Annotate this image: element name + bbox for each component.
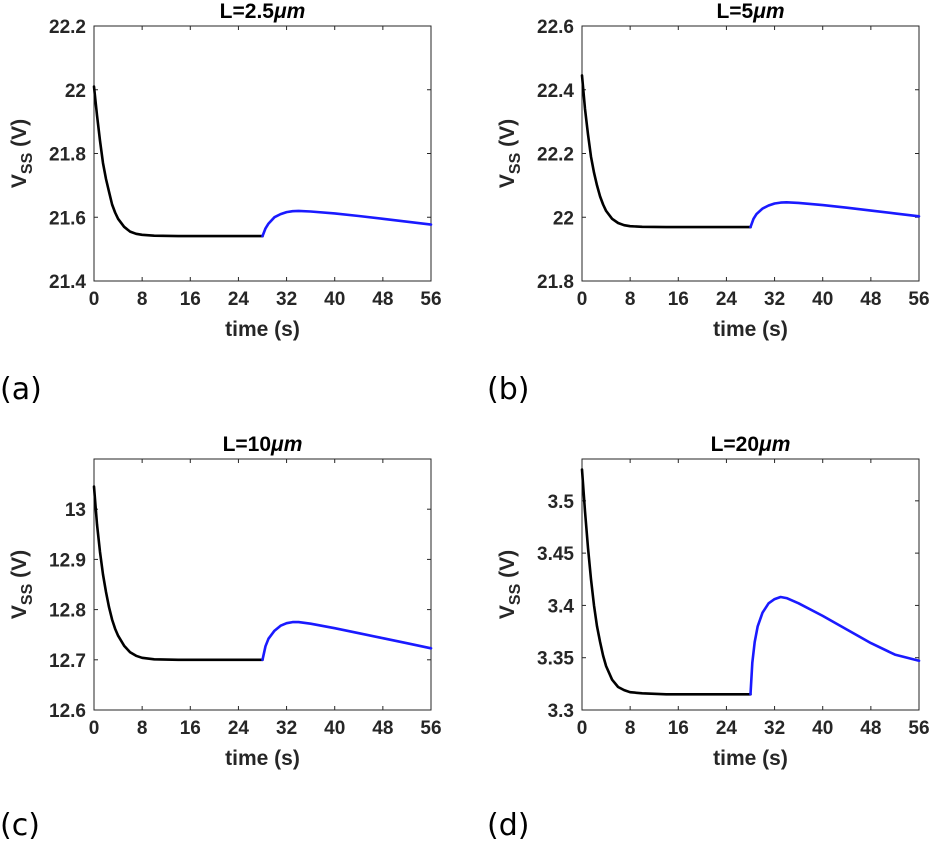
x-tick-label: 32 (764, 718, 785, 739)
y-axis-label: VSS (V) (8, 119, 36, 188)
y-tick-label: 12.7 (49, 651, 86, 672)
x-tick-label: 56 (420, 718, 441, 739)
x-tick-label: 56 (908, 289, 929, 310)
x-tick-label: 48 (372, 289, 393, 310)
chart-panel-3: 0 8 16 24 32 40 48 56 3.3 3.35 3.4 3.45 3.5 L=20μm tim… (496, 433, 930, 770)
y-tick-label: 22 (553, 208, 574, 229)
series-line-0 (92, 485, 264, 662)
y-axis-label: VSS (V) (8, 550, 36, 619)
y-tick-label: 3.35 (537, 649, 574, 670)
y-tick-label: 22.6 (537, 17, 574, 38)
axes-frame (93, 458, 432, 711)
axes-frame (93, 25, 432, 282)
x-axis-label: time (s) (225, 747, 300, 770)
series-line-0 (92, 85, 264, 238)
x-tick-label: 16 (180, 718, 201, 739)
x-tick-label: 32 (276, 289, 297, 310)
series-line-1 (749, 201, 921, 229)
y-tick-label: 12.6 (49, 701, 86, 722)
series-line-1 (261, 209, 433, 238)
x-tick-label: 24 (228, 718, 250, 739)
x-axis-label: time (s) (225, 318, 300, 341)
series-line-1 (261, 620, 433, 662)
series-line-1 (749, 595, 921, 696)
y-tick-label: 13 (65, 500, 86, 521)
x-tick-label: 0 (89, 718, 100, 739)
panel-label-c: (c) (0, 808, 40, 843)
panel-label-a: (a) (0, 372, 42, 407)
chart-title: L=10μm (223, 433, 303, 456)
chart-title: L=2.5μm (220, 0, 306, 23)
y-tick-label: 3.5 (548, 492, 575, 513)
x-tick-label: 56 (420, 289, 441, 310)
series-line-0 (580, 74, 752, 229)
y-tick-label: 21.4 (49, 272, 86, 293)
y-tick-label: 22.4 (537, 81, 574, 102)
y-tick-label: 21.6 (49, 208, 86, 229)
x-tick-label: 0 (89, 289, 100, 310)
x-tick-label: 24 (716, 718, 738, 739)
x-tick-label: 0 (577, 718, 588, 739)
x-tick-label: 8 (137, 289, 148, 310)
y-tick-label: 12.8 (49, 601, 86, 622)
x-tick-label: 40 (324, 718, 345, 739)
x-tick-label: 48 (372, 718, 393, 739)
axes-frame (581, 458, 920, 711)
y-tick-label: 3.4 (548, 596, 575, 617)
x-tick-label: 16 (668, 718, 689, 739)
series-line-0 (580, 468, 752, 696)
x-tick-label: 48 (860, 718, 881, 739)
x-axis-label: time (s) (713, 318, 788, 341)
y-tick-label: 22 (65, 81, 86, 102)
axes-frame (581, 25, 920, 282)
x-tick-label: 24 (228, 289, 250, 310)
x-tick-label: 48 (860, 289, 881, 310)
y-tick-label: 22.2 (49, 17, 86, 38)
x-tick-label: 32 (764, 289, 785, 310)
y-tick-label: 3.3 (548, 701, 574, 722)
y-tick-label: 21.8 (49, 145, 86, 166)
x-tick-label: 32 (276, 718, 297, 739)
x-tick-label: 40 (812, 718, 833, 739)
chart-title: L=5μm (716, 0, 784, 23)
x-tick-label: 40 (324, 289, 345, 310)
x-tick-label: 16 (668, 289, 689, 310)
chart-panel-2: 0 8 16 24 32 40 48 56 12.6 12.7 12.8 12.9 13 L=10μm ti… (8, 433, 442, 770)
x-tick-label: 40 (812, 289, 833, 310)
y-tick-label: 21.8 (537, 272, 574, 293)
chart-panel-1: 0 8 16 24 32 40 48 56 21.8 22 22.2 22.4 22.6 L=5μm tim… (496, 0, 930, 341)
chart-panel-0: 0 8 16 24 32 40 48 56 21.4 21.6 21.8 22 22.2 L=2.5μm t… (8, 0, 442, 341)
y-tick-label: 22.2 (537, 145, 574, 166)
panel-label-b: (b) (487, 372, 530, 407)
y-axis-label: VSS (V) (496, 550, 524, 619)
x-tick-label: 8 (625, 289, 636, 310)
x-tick-label: 8 (625, 718, 636, 739)
x-tick-label: 0 (577, 289, 588, 310)
x-axis-label: time (s) (713, 747, 788, 770)
x-tick-label: 24 (716, 289, 738, 310)
panel-label-d: (d) (487, 808, 530, 843)
y-tick-label: 12.9 (49, 550, 86, 571)
y-axis-label: VSS (V) (496, 119, 524, 188)
x-tick-label: 16 (180, 289, 201, 310)
y-tick-label: 3.45 (537, 544, 574, 565)
x-tick-label: 8 (137, 718, 148, 739)
chart-title: L=20μm (711, 433, 791, 456)
x-tick-label: 56 (908, 718, 929, 739)
